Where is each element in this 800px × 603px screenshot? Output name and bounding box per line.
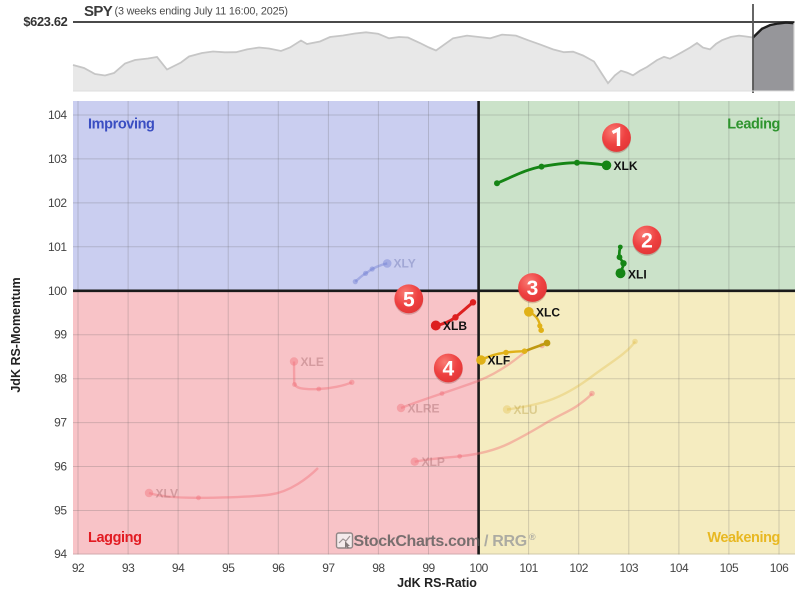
svg-text:101: 101 [519,561,538,575]
svg-text:101: 101 [48,240,67,254]
svg-text:97: 97 [54,416,67,430]
svg-text:103: 103 [48,152,67,166]
svg-text:XLC: XLC [536,305,560,319]
svg-text:XLI: XLI [628,267,647,281]
svg-text:®: ® [529,532,536,542]
svg-text:XLU: XLU [514,403,538,417]
svg-text:StockCharts.com: StockCharts.com [354,533,480,550]
svg-text:100: 100 [469,561,488,575]
svg-text:JdK RS-Ratio: JdK RS-Ratio [397,576,477,590]
svg-text:XLB: XLB [443,319,467,333]
svg-text:96: 96 [54,460,67,474]
svg-text:Weakening: Weakening [707,530,780,546]
svg-text:100: 100 [48,284,67,298]
svg-text:/ RRG: / RRG [484,533,527,550]
svg-text:94: 94 [172,561,185,575]
svg-text:(3 weeks ending July 11 16:00,: (3 weeks ending July 11 16:00, 2025) [115,6,288,18]
svg-text:XLK: XLK [614,159,638,173]
svg-text:93: 93 [122,561,135,575]
svg-text:XLP: XLP [422,455,445,469]
svg-text:95: 95 [54,504,67,518]
svg-text:102: 102 [569,561,588,575]
svg-text:Lagging: Lagging [88,530,142,546]
svg-text:3: 3 [527,277,539,300]
svg-text:105: 105 [720,561,739,575]
svg-text:103: 103 [620,561,639,575]
svg-text:95: 95 [222,561,235,575]
svg-text:104: 104 [670,561,689,575]
svg-text:XLF: XLF [488,354,511,368]
svg-text:XLE: XLE [301,355,324,369]
svg-text:XLY: XLY [394,257,416,271]
svg-text:4: 4 [442,358,454,381]
svg-text:99: 99 [422,561,435,575]
svg-text:XLRE: XLRE [408,402,440,416]
svg-text:98: 98 [372,561,385,575]
svg-text:2: 2 [641,230,653,253]
svg-text:Leading: Leading [727,117,780,133]
svg-text:SPY: SPY [84,3,113,20]
svg-text:94: 94 [54,547,67,561]
svg-text:104: 104 [48,108,67,122]
svg-text:XLV: XLV [156,487,178,501]
svg-text:Improving: Improving [88,117,155,133]
svg-text:$623.62: $623.62 [23,14,67,29]
svg-text:JdK RS-Momentum: JdK RS-Momentum [9,277,23,392]
svg-text:98: 98 [54,372,67,386]
svg-text:92: 92 [72,561,85,575]
svg-text:99: 99 [54,328,67,342]
svg-text:102: 102 [48,196,67,210]
svg-text:96: 96 [272,561,285,575]
svg-text:5: 5 [403,288,415,311]
svg-text:97: 97 [322,561,335,575]
svg-text:106: 106 [770,561,789,575]
